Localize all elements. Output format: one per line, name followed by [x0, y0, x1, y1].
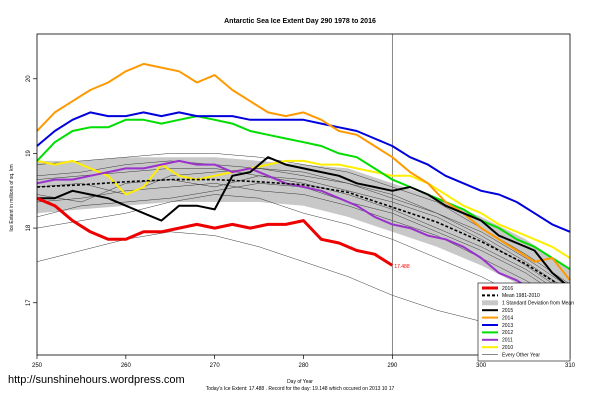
legend-label: 2012: [502, 330, 513, 336]
x-axis-label: Day of Year: [287, 379, 313, 385]
y-tick-label: 20: [26, 75, 32, 82]
series-line-2013: [36, 111, 571, 233]
legend-label: 2015: [502, 308, 513, 314]
legend-label: 2016: [502, 286, 513, 292]
end-value-annotation: 17.488: [394, 264, 410, 270]
legend-label: 2011: [502, 338, 513, 344]
chart-title: Antarctic Sea Ice Extent Day 290 1978 to…: [224, 18, 376, 25]
series-line-2011: [36, 159, 571, 308]
series-line-2010: [36, 159, 571, 259]
series-line-mean-1981-2010: [36, 178, 571, 293]
x-tick-label: 260: [121, 363, 132, 369]
background-year-line-5: [36, 175, 571, 300]
legend-label: 2013: [502, 323, 513, 329]
y-axis-label: Ice Extent in millions of sq. km: [9, 164, 15, 231]
background-year-line-8: [36, 160, 571, 292]
x-tick-label: 300: [476, 363, 487, 369]
x-tick-label: 310: [565, 363, 576, 369]
source-url: http://sunshinehours.wordpress.com: [8, 374, 185, 386]
legend-swatch: [482, 300, 498, 306]
y-tick-label: 19: [26, 149, 32, 156]
y-tick-label: 17: [26, 299, 32, 306]
background-year-line-3: [36, 168, 571, 296]
y-tick-label: 18: [26, 224, 32, 231]
series-line-2014: [36, 62, 571, 281]
x-tick-label: 270: [210, 363, 221, 369]
plot-area: 250 260 270 280 290 300 310 17 18 19 20 17.488: [26, 33, 576, 369]
series-line-2016: [36, 196, 394, 267]
x-tick-label: 280: [298, 363, 309, 369]
legend-label: 2010: [502, 345, 513, 351]
std-band: [37, 157, 570, 314]
background-year-line-1: [36, 194, 571, 322]
legend-label: Every Other Year: [502, 352, 540, 358]
x-tick-label: 250: [32, 363, 43, 369]
legend-label: 1 Standard Deviation from Mean: [502, 301, 574, 307]
legend-label: Mean 1981-2010: [502, 293, 540, 299]
legend-label: 2014: [502, 315, 513, 321]
series-line-2015: [37, 156, 571, 289]
footer-caption: Today's Ice Extent: 17.488 . Record for …: [206, 386, 395, 392]
x-tick-label: 290: [387, 363, 398, 369]
